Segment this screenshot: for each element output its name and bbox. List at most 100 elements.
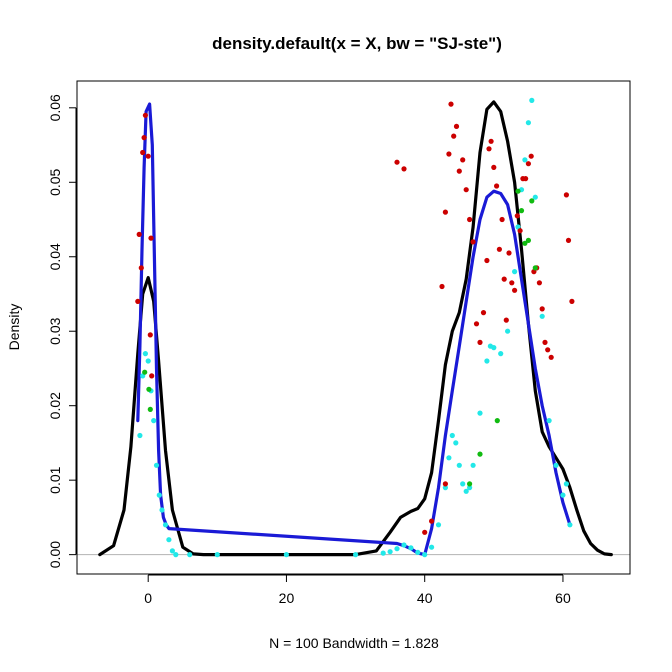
data-point	[460, 157, 466, 163]
y-tick-label: 0.00	[47, 541, 63, 568]
data-point	[503, 317, 509, 323]
point-series-2	[137, 97, 573, 558]
data-point	[548, 354, 554, 360]
data-point	[408, 545, 414, 551]
data-point	[151, 418, 157, 424]
data-point	[453, 440, 459, 446]
data-point	[460, 481, 466, 487]
data-point	[511, 269, 518, 275]
data-point	[463, 488, 469, 494]
data-point	[477, 451, 483, 457]
data-point	[565, 237, 572, 243]
data-point	[515, 188, 521, 194]
data-point	[353, 552, 359, 558]
data-point	[136, 231, 142, 237]
data-point	[528, 153, 534, 159]
data-point	[439, 283, 445, 290]
data-point	[456, 168, 462, 174]
data-point	[491, 345, 497, 351]
data-point	[532, 265, 538, 271]
x-axis-label: N = 100 Bandwidth = 1.828	[269, 635, 439, 651]
point-series-3	[135, 101, 575, 535]
data-point	[499, 216, 505, 223]
data-point	[525, 120, 532, 126]
y-axis-label: Density	[6, 304, 22, 351]
data-point	[449, 432, 455, 439]
data-point	[498, 351, 504, 357]
data-point	[448, 101, 454, 107]
data-point	[545, 347, 551, 353]
data-point	[401, 542, 407, 548]
density-line-0	[98, 100, 613, 557]
data-point	[415, 549, 421, 556]
data-point	[539, 306, 545, 312]
data-point	[536, 280, 543, 286]
data-point	[146, 386, 152, 392]
data-point	[480, 310, 487, 316]
data-point	[488, 138, 494, 144]
data-point	[435, 522, 442, 528]
data-point	[283, 552, 289, 558]
data-point	[147, 406, 153, 412]
data-point	[145, 153, 151, 159]
data-point	[442, 209, 448, 215]
data-point	[505, 328, 511, 334]
data-point	[546, 418, 552, 424]
data-point	[525, 237, 532, 243]
data-point	[486, 146, 492, 152]
data-point	[529, 198, 535, 204]
y-tick-label: 0.06	[47, 94, 63, 121]
data-point	[518, 208, 525, 214]
data-point	[214, 552, 220, 558]
point-series-4	[142, 188, 538, 487]
data-point	[539, 313, 545, 319]
data-point	[401, 166, 407, 172]
x-tick-label: 40	[417, 590, 433, 606]
x-tick-label: 60	[555, 590, 571, 606]
data-point	[532, 194, 538, 200]
chart-title: density.default(x = X, bw = "SJ-ste")	[212, 34, 502, 53]
data-point	[514, 213, 520, 219]
data-point	[149, 373, 155, 379]
data-point	[162, 522, 169, 528]
data-point	[142, 369, 148, 375]
data-point	[135, 298, 141, 304]
data-point	[140, 149, 146, 156]
data-point	[142, 351, 148, 357]
x-tick-label: 0	[144, 590, 152, 606]
data-point	[467, 481, 473, 487]
data-point	[442, 485, 448, 491]
y-tick-label: 0.04	[47, 243, 63, 270]
data-point	[494, 183, 500, 189]
data-point	[517, 228, 523, 234]
data-point	[567, 522, 573, 528]
data-point	[422, 552, 428, 558]
data-point	[173, 552, 179, 558]
y-axis: 0.00 0.01 0.02 0.03 0.04 0.05 0.06	[47, 94, 77, 568]
data-point	[422, 529, 428, 535]
data-point	[137, 432, 143, 439]
data-point	[156, 492, 162, 498]
data-point	[491, 164, 497, 170]
data-point	[477, 339, 483, 345]
data-point	[509, 280, 515, 286]
y-tick-label: 0.01	[47, 466, 63, 493]
data-point	[169, 548, 175, 554]
x-axis: 0 20 40 60	[144, 574, 571, 606]
data-point	[477, 410, 483, 416]
data-point	[522, 157, 528, 163]
data-point	[442, 481, 448, 487]
y-tick-label: 0.02	[47, 392, 63, 419]
data-point	[145, 358, 151, 364]
data-point	[166, 537, 172, 543]
x-tick-label: 20	[279, 590, 295, 606]
plot-area	[77, 97, 630, 558]
data-point	[563, 192, 570, 198]
data-point	[473, 321, 480, 327]
data-point	[553, 462, 559, 468]
y-tick-label: 0.05	[47, 168, 63, 195]
data-point	[142, 112, 148, 118]
data-point	[446, 151, 452, 157]
data-point	[470, 462, 476, 468]
data-point	[429, 518, 435, 524]
